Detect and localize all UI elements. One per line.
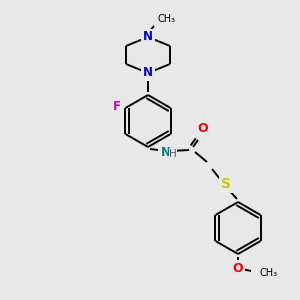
Text: N: N	[143, 67, 153, 80]
Text: F: F	[112, 100, 121, 113]
Text: N: N	[143, 31, 153, 44]
Text: O: O	[233, 262, 243, 275]
Text: N: N	[161, 146, 171, 158]
Text: CH₃: CH₃	[158, 14, 176, 24]
Text: S: S	[221, 177, 231, 191]
Text: H: H	[169, 149, 177, 159]
Text: CH₃: CH₃	[260, 268, 278, 278]
Text: O: O	[198, 122, 208, 134]
